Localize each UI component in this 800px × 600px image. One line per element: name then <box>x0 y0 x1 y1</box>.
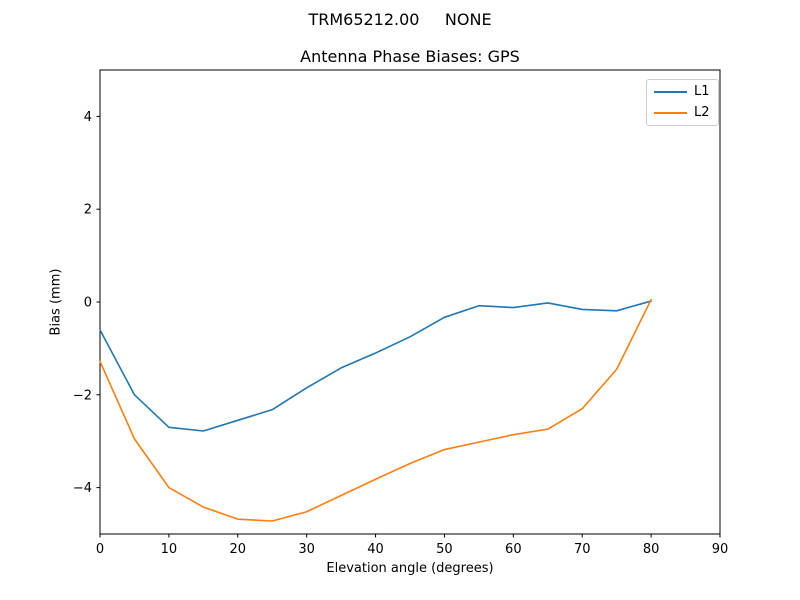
x-tick-label: 20 <box>230 542 247 557</box>
x-tick-label: 70 <box>574 542 591 557</box>
x-tick-label: 0 <box>96 542 104 557</box>
x-tick-label: 60 <box>505 542 522 557</box>
series-line-l1 <box>99 300 652 432</box>
legend: L1 L2 <box>646 79 719 126</box>
legend-entry-l1: L1 <box>654 84 710 100</box>
x-tick-label: 90 <box>712 542 729 557</box>
y-tick-label: 2 <box>84 203 92 218</box>
legend-label-l2: L2 <box>694 105 710 120</box>
x-tick-label: 50 <box>436 542 453 557</box>
legend-line-sample-l1 <box>654 91 687 93</box>
series-line-l2 <box>99 298 652 522</box>
y-tick-label: −2 <box>73 388 92 403</box>
legend-label-l1: L1 <box>694 84 710 99</box>
y-tick-label: −4 <box>73 481 92 496</box>
y-axis-label: Bias (mm) <box>48 268 64 336</box>
legend-line-sample-l2 <box>654 112 687 114</box>
x-tick-label: 80 <box>643 542 660 557</box>
legend-entry-l2: L2 <box>654 105 710 121</box>
figure-suptitle: TRM65212.00 NONE <box>308 10 492 29</box>
x-tick-label: 30 <box>298 542 315 557</box>
x-axis-label: Elevation angle (degrees) <box>326 561 494 576</box>
y-tick-label: 0 <box>84 296 92 311</box>
x-tick-label: 40 <box>367 542 384 557</box>
y-tick-label: 4 <box>84 110 92 125</box>
axes-title: Antenna Phase Biases: GPS <box>300 47 520 66</box>
axes-frame <box>99 69 721 535</box>
x-tick-label: 10 <box>161 542 178 557</box>
